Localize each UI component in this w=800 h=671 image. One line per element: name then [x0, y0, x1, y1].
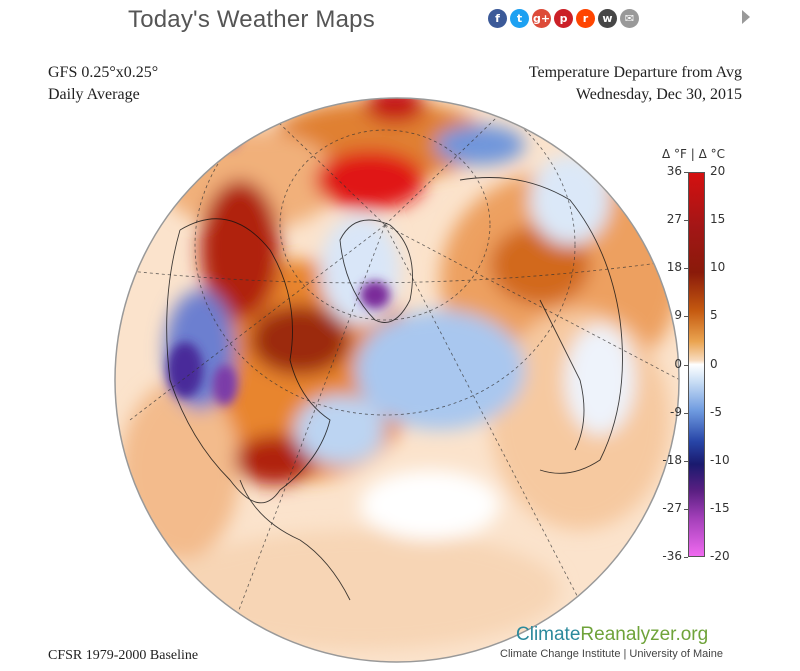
colorbar-tickmark	[684, 220, 688, 222]
colorbar-tick-c: -5	[710, 404, 722, 419]
email-icon[interactable]: ✉	[620, 9, 639, 28]
colorbar-tick-f: 18	[666, 260, 682, 275]
colorbar-tick-c: 10	[710, 260, 726, 275]
colorbar-tick-f: -9	[670, 404, 682, 419]
google-plus-icon[interactable]: g+	[532, 9, 551, 28]
facebook-icon[interactable]: f	[488, 9, 507, 28]
reddit-icon[interactable]: r	[576, 9, 595, 28]
colorbar-tick-c: 0	[710, 356, 718, 371]
colorbar-tick-f: -36	[662, 549, 682, 563]
colorbar-tick-c: 20	[710, 164, 726, 178]
colorbar	[688, 172, 705, 557]
pinterest-icon[interactable]: p	[554, 9, 573, 28]
colorbar-tick-f: 0	[674, 356, 682, 371]
date-label: Wednesday, Dec 30, 2015	[575, 86, 742, 103]
colorbar-tick-c: -15	[710, 500, 730, 515]
colorbar-tick-f: 36	[666, 164, 682, 178]
colorbar-tickmark	[684, 364, 688, 366]
brand-part2: Reanalyzer.org	[580, 624, 709, 645]
twitter-icon[interactable]: t	[510, 9, 529, 28]
chevron-right-icon[interactable]	[742, 10, 750, 24]
baseline-label: CFSR 1979-2000 Baseline	[48, 648, 199, 663]
colorbar-tickmark	[684, 316, 688, 318]
colorbar-tick-c: 15	[710, 212, 726, 227]
colorbar-tickmark	[684, 508, 688, 510]
colorbar-title: Δ °F | Δ °C	[662, 147, 725, 161]
colorbar-tick-c: -10	[710, 452, 730, 467]
colorbar-tick-f: 27	[666, 212, 682, 227]
colorbar-tick-f: -18	[662, 452, 682, 467]
colorbar-tickmark	[684, 172, 688, 173]
colorbar-tick-f: 9	[674, 308, 682, 323]
model-label: GFS 0.25°x0.25°	[48, 64, 159, 81]
wordpress-icon[interactable]: w	[598, 9, 617, 28]
colorbar-tickmark	[684, 460, 688, 462]
colorbar-tick-c: -20	[710, 549, 730, 563]
colorbar-tickmark	[684, 412, 688, 414]
averaging-label: Daily Average	[48, 86, 140, 103]
colorbar-tickmark	[684, 268, 688, 270]
affiliation-text: Climate Change Institute | University of…	[500, 648, 723, 660]
brand-part1: Climate	[516, 624, 581, 645]
colorbar-tick-f: -27	[662, 500, 682, 515]
page-title: Today's Weather Maps	[128, 6, 375, 33]
colorbar-tickmark	[684, 557, 688, 558]
climate-reanalyzer-logo[interactable]: ClimateReanalyzer.org	[516, 624, 708, 646]
variable-label: Temperature Departure from Avg	[528, 64, 742, 81]
colorbar-tick-c: 5	[710, 308, 718, 323]
social-share-bar: f t g+ p r w ✉	[488, 9, 639, 28]
